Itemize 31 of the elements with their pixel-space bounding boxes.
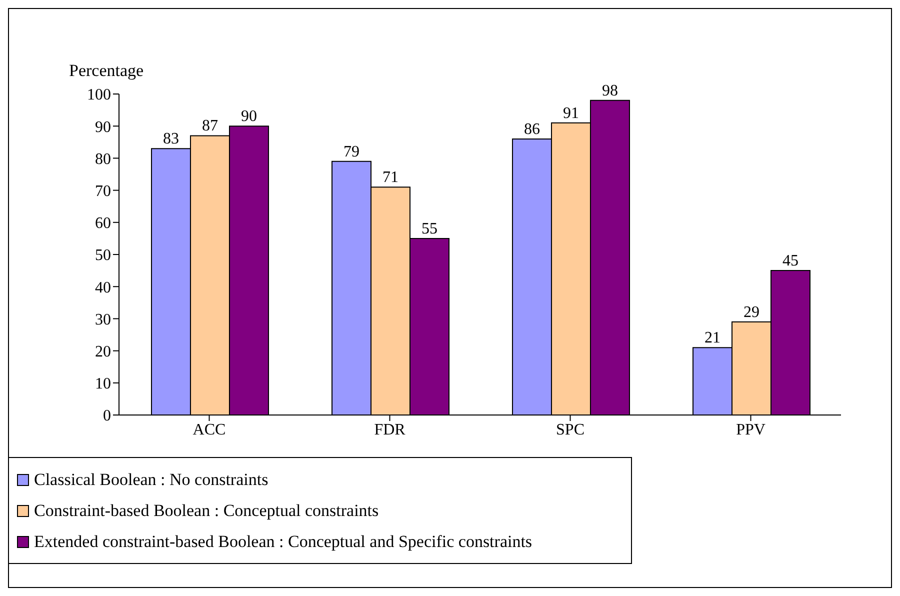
data-label: 55 bbox=[421, 220, 438, 238]
data-label: 87 bbox=[202, 118, 218, 135]
data-label: 21 bbox=[704, 330, 720, 347]
x-tick-label: PPV bbox=[736, 421, 766, 438]
data-label: 45 bbox=[782, 252, 798, 270]
data-label: 86 bbox=[524, 120, 540, 138]
y-tick-label: 40 bbox=[95, 279, 111, 296]
data-label: 79 bbox=[343, 143, 360, 160]
x-tick-label: FDR bbox=[374, 421, 406, 438]
data-label: 83 bbox=[162, 130, 179, 148]
y-tick-label: 90 bbox=[95, 118, 111, 136]
x-tick-label: ACC bbox=[192, 421, 226, 438]
data-label: 91 bbox=[562, 104, 579, 122]
data-label: 71 bbox=[382, 169, 398, 186]
y-axis-title: Percentage bbox=[69, 61, 144, 81]
y-tick-label: 60 bbox=[95, 215, 111, 232]
y-tick-label: 100 bbox=[87, 86, 111, 104]
y-tick-label: 0 bbox=[103, 408, 111, 425]
legend-label: Classical Boolean : No constraints bbox=[34, 470, 268, 490]
legend-label: Constraint-based Boolean : Conceptual constraints bbox=[34, 500, 379, 520]
y-tick-label: 20 bbox=[95, 343, 111, 360]
data-label: 98 bbox=[602, 82, 618, 100]
y-tick-label: 50 bbox=[95, 247, 111, 264]
y-tick-label: 70 bbox=[95, 182, 111, 200]
data-label: 90 bbox=[240, 108, 257, 126]
y-tick-label: 30 bbox=[95, 311, 111, 328]
legend-label: Extended constraint-based Boolean : Conceptual and Specific constraints bbox=[34, 532, 532, 552]
data-label: 29 bbox=[743, 304, 760, 321]
y-tick-label: 80 bbox=[95, 150, 111, 168]
x-tick-label: SPC bbox=[556, 421, 584, 438]
y-tick-label: 10 bbox=[95, 376, 111, 393]
